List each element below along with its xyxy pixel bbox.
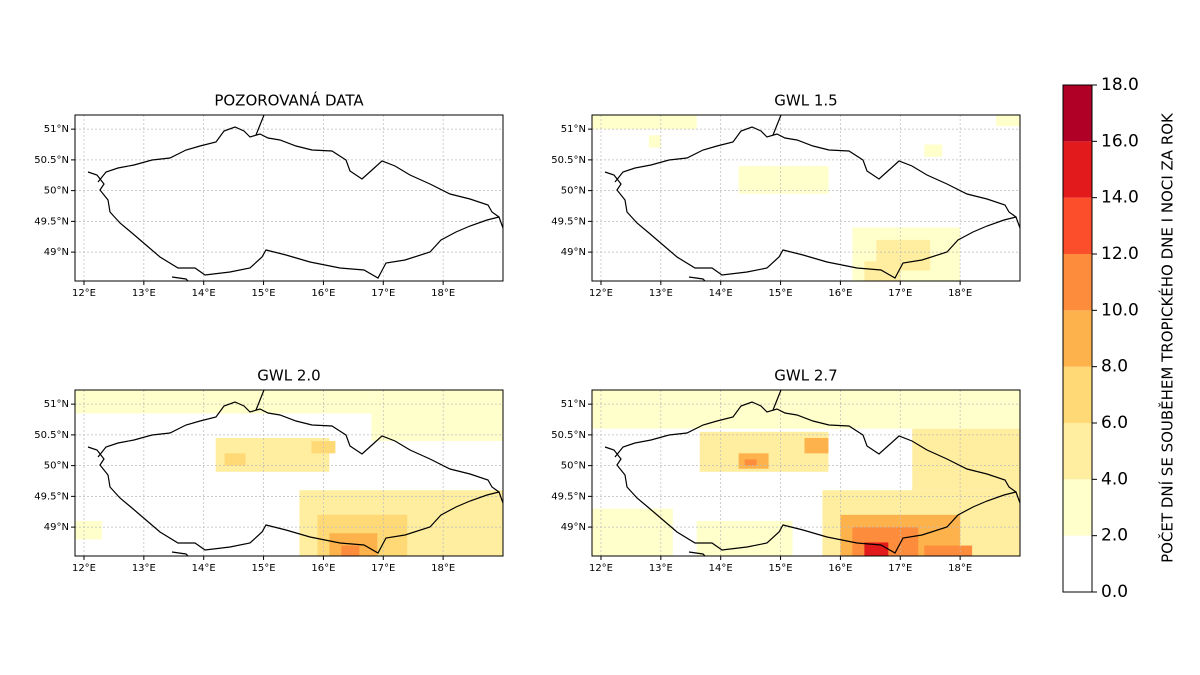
colorbar-segment	[1063, 310, 1092, 367]
colorbar-segment	[1063, 366, 1092, 423]
x-tick-label: 16°E	[311, 288, 335, 299]
heat-cell	[592, 390, 1020, 429]
colorbar-tick-label: 16.0	[1101, 131, 1139, 151]
y-tick-label: 51°N	[44, 124, 69, 135]
map-panel	[592, 115, 1020, 281]
y-tick-label: 50.5°N	[551, 155, 586, 166]
x-tick-label: 13°E	[132, 288, 156, 299]
colorbar-segment	[1063, 141, 1092, 198]
heat-cell	[592, 115, 697, 130]
y-tick-label: 49°N	[561, 522, 586, 533]
colorbar-frame	[1062, 84, 1093, 593]
panel-title: GWL 1.5	[774, 92, 837, 110]
y-tick-label: 50°N	[561, 186, 586, 197]
heat-cell	[924, 144, 943, 157]
panel-frame	[591, 114, 1021, 282]
x-tick-label: 17°E	[888, 563, 912, 574]
y-tick-label: 50.5°N	[34, 155, 69, 166]
y-tick-label: 51°N	[561, 124, 586, 135]
panel-frame	[591, 389, 1021, 557]
map-panel	[75, 390, 503, 556]
panel-title: GWL 2.0	[257, 367, 320, 385]
heat-cell	[75, 520, 102, 540]
heat-cell	[738, 166, 829, 194]
panel-title: GWL 2.7	[774, 367, 837, 385]
heat-cell	[648, 135, 661, 148]
y-tick-label: 50.5°N	[551, 430, 586, 441]
heat-cell	[912, 428, 1020, 491]
x-tick-label: 15°E	[769, 288, 793, 299]
x-tick-label: 17°E	[888, 288, 912, 299]
y-tick-label: 50.5°N	[34, 430, 69, 441]
y-tick-label: 49°N	[561, 247, 586, 258]
heat-cell	[744, 459, 757, 466]
y-tick-label: 49°N	[44, 247, 69, 258]
x-tick-label: 15°E	[769, 563, 793, 574]
x-tick-label: 13°E	[649, 288, 673, 299]
heat-cell	[696, 520, 793, 556]
heat-cell	[996, 115, 1020, 127]
panel-title: POZOROVANÁ DATA	[214, 91, 364, 110]
x-tick-label: 16°E	[828, 288, 852, 299]
colorbar-segment	[1063, 254, 1092, 311]
y-tick-label: 51°N	[561, 399, 586, 410]
x-tick-label: 16°E	[828, 563, 852, 574]
colorbar-tick-label: 6.0	[1101, 413, 1128, 433]
map-panel	[75, 115, 503, 281]
x-tick-label: 12°E	[589, 563, 613, 574]
y-tick-label: 49.5°N	[551, 216, 586, 227]
y-tick-label: 49°N	[44, 522, 69, 533]
y-tick-label: 49.5°N	[34, 491, 69, 502]
x-tick-label: 13°E	[649, 563, 673, 574]
colorbar-segment	[1063, 423, 1092, 480]
heat-cell	[804, 437, 829, 454]
x-tick-label: 18°E	[948, 563, 972, 574]
colorbar-label: POČET DNÍ SE SOUBĚHEM TROPICKÉHO DNE I N…	[1158, 112, 1177, 563]
y-tick-label: 50°N	[44, 461, 69, 472]
colorbar-segment	[1063, 479, 1092, 536]
x-tick-label: 12°E	[72, 563, 96, 574]
heat-cell	[75, 390, 372, 414]
x-tick-label: 15°E	[252, 563, 276, 574]
x-tick-label: 17°E	[371, 563, 395, 574]
x-tick-label: 14°E	[709, 288, 733, 299]
x-tick-label: 14°E	[709, 563, 733, 574]
colorbar-tick-label: 12.0	[1101, 244, 1139, 264]
y-tick-label: 51°N	[44, 399, 69, 410]
x-tick-label: 12°E	[72, 288, 96, 299]
y-tick-label: 50°N	[561, 461, 586, 472]
heat-cell	[341, 545, 360, 556]
colorbar-segment	[1063, 85, 1092, 142]
y-tick-label: 49.5°N	[551, 491, 586, 502]
colorbar-tick-label: 2.0	[1101, 526, 1128, 546]
colorbar-tick-label: 8.0	[1101, 357, 1128, 377]
panel-frame	[74, 389, 504, 557]
colorbar-segment	[1063, 197, 1092, 254]
country-border	[87, 115, 503, 281]
colorbar-tick-label: 4.0	[1101, 469, 1128, 489]
heat-cell	[371, 390, 503, 442]
x-tick-label: 13°E	[132, 563, 156, 574]
x-tick-label: 17°E	[371, 288, 395, 299]
x-tick-label: 16°E	[311, 563, 335, 574]
colorbar-segment	[1063, 535, 1092, 592]
x-tick-label: 18°E	[431, 288, 455, 299]
y-tick-label: 49.5°N	[34, 216, 69, 227]
x-tick-label: 18°E	[431, 563, 455, 574]
heat-cell	[224, 453, 246, 466]
colorbar-tick-label: 0.0	[1101, 582, 1128, 602]
x-tick-label: 15°E	[252, 288, 276, 299]
map-panel	[592, 390, 1020, 556]
colorbar-tick-label: 10.0	[1101, 300, 1139, 320]
colorbar-tick-label: 18.0	[1101, 75, 1139, 95]
colorbar-tick-label: 14.0	[1101, 188, 1139, 208]
y-tick-label: 50°N	[44, 186, 69, 197]
x-tick-label: 14°E	[192, 288, 216, 299]
x-tick-label: 18°E	[948, 288, 972, 299]
x-tick-label: 14°E	[192, 563, 216, 574]
panel-frame	[74, 114, 504, 282]
heat-cell	[924, 545, 973, 556]
x-tick-label: 12°E	[589, 288, 613, 299]
